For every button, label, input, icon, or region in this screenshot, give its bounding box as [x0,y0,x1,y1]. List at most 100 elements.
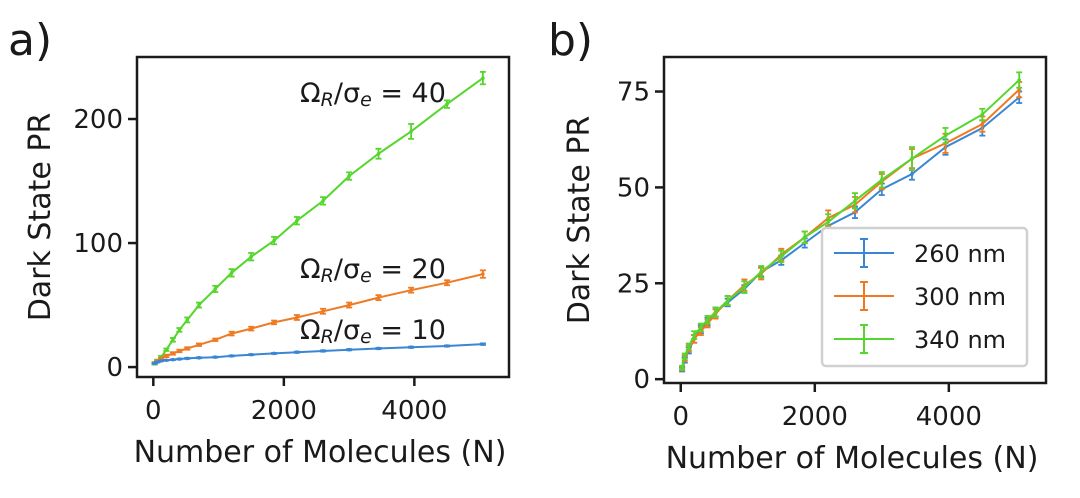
panel-a-data-point [409,129,413,134]
panel-b-data-point [826,220,830,224]
panel-a-data-point [347,303,351,307]
panel-b-data-point [742,285,747,289]
panel-a-data-point [321,309,325,314]
panel-b-x-axis-title: Number of Molecules (N) [666,441,1039,476]
panel-a-data-point [171,357,175,362]
panel-a-data-point [409,345,413,350]
panel-a-data-point [272,351,276,356]
panel-a-data-point [185,346,190,351]
panel-b-x-tick-label: 4000 [916,402,982,432]
legend-item: 260 nm [834,238,1006,268]
panel-b-data-point [1017,87,1021,92]
annotation-mid: /σ [334,315,360,346]
panel-a-y-tick-label: 200 [73,105,123,135]
panel-b-data-point [980,112,985,117]
panel-a-data-point [159,356,163,361]
panel-a-x-axis-title: Number of Molecules (N) [134,435,507,470]
panel-a-data-point [347,174,351,178]
panel-a-data-point [445,280,449,285]
panel-b-label: b) [548,15,593,66]
panel-b-y-tick-label: 0 [633,365,650,395]
panel-b-data-point [725,298,730,303]
legend-box [820,226,1029,368]
annotation-suffix: = 40 [372,78,446,109]
panel-a-x-tick-label: 4000 [381,396,447,426]
annotation-suffix: = 10 [372,315,446,346]
panel-a-data-point [445,344,449,348]
panel-b-data-point [692,333,696,337]
panel-a-data-point [321,199,325,203]
panel-b-data-point [910,172,914,176]
panel-a-data-point [177,349,182,353]
panel-b-data-point [682,354,687,358]
annotation-sub2: e [360,326,372,348]
panel-a-data-point [376,151,381,156]
panel-b-data-point [686,344,691,349]
panel-a-data-point [376,295,381,300]
annotation-sub1: R [321,89,334,111]
panel-a-data-point [177,357,182,361]
panel-a-y-tick-label: 100 [73,229,123,259]
annotation-suffix: = 20 [372,254,446,285]
panel-a-data-point [155,360,160,364]
annotation-mid: /σ [334,254,360,285]
panel-b-data-point [910,156,914,161]
panel-a-series [151,70,486,366]
panel-a-annotation-2: ΩR/σe = 10 [300,315,446,348]
legend-label: 300 nm [914,283,1006,311]
panel-a-data-point [481,342,485,346]
panel-b-data-point [759,269,763,274]
panel-a-data-point [376,346,381,351]
panel-a-data-point [171,351,175,356]
annotation-prefix: Ω [300,78,321,109]
legend-item: 340 nm [834,324,1006,354]
panel-b-y-axis-title: Dark State PR [562,116,597,325]
annotation-prefix: Ω [300,254,321,285]
panel-a-series-1 [151,269,486,366]
panel-a-data-point [347,347,351,352]
panel-b-data-point [880,177,884,182]
panel-b-x-tick-label: 2000 [782,402,848,432]
panel-a-data-point [229,331,234,336]
panel-b-data-point [779,254,784,259]
panel-b-data-point [680,365,684,370]
panel-a-data-point [171,337,175,342]
panel-b-x-ticks: 0 2000 4000 [672,383,982,432]
annotation-prefix: Ω [300,315,321,346]
panel-a-data-point [185,356,190,361]
panel-a-data-point [249,352,254,357]
panel-a-data-point [481,272,485,276]
annotation-mid: /σ [334,78,360,109]
panel-a-data-point [159,359,163,363]
annotation-sub2: e [360,89,372,111]
panel-b-data-point [980,122,985,126]
panel-a-annotation-0: ΩR/σe = 40 [300,78,446,111]
panel-a-data-point [272,320,276,325]
panel-a-annotation-1: ΩR/σe = 20 [300,254,446,287]
panel-a-data-point [213,337,218,342]
panel-a-data-point [321,349,325,353]
panel-a-series-line [154,343,483,365]
panel-a-data-point [197,303,201,307]
panel-b-axes-frame [662,55,1048,385]
legend-label: 340 nm [914,326,1006,354]
panel-a-data-point [164,358,169,363]
annotation-sub2: e [360,265,372,287]
panel-a-data-point [295,350,299,354]
panel-a-data-point [295,315,299,320]
panel-b-data-point [853,199,857,203]
panel-a-data-point [229,271,234,275]
panel-a-label: a) [8,15,52,66]
panel-b-data-point [802,235,807,240]
panel-a-y-axis-title: Dark State PR [23,113,58,322]
panel-b-data-point [705,317,710,322]
panel-b-data-point [1017,78,1021,82]
panel-a-data-point [249,254,254,259]
panel-a-data-point [295,218,299,223]
panel-b-data-point [713,310,718,314]
panel-a-data-point [481,76,485,80]
